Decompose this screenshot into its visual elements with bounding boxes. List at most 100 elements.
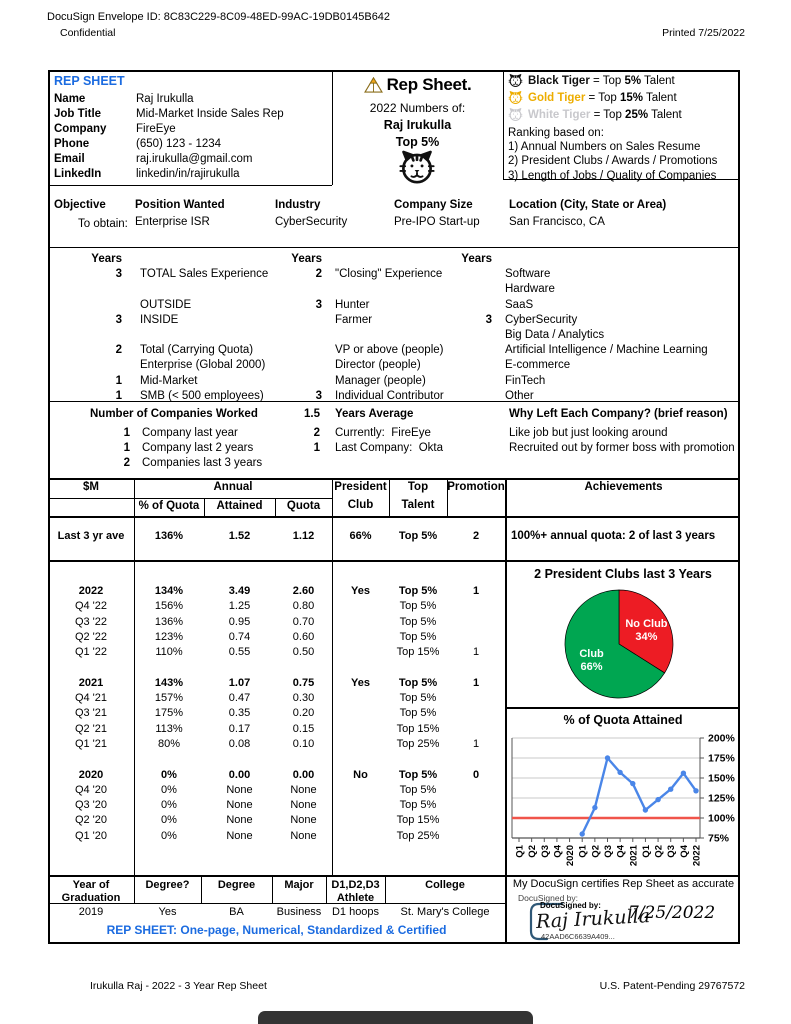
table-cell: 175% — [154, 707, 184, 720]
table-cell: 2021 — [78, 676, 104, 689]
years-value — [78, 298, 122, 313]
table-cell — [332, 737, 389, 752]
viewer-toolbar[interactable] — [258, 1011, 533, 1024]
education-value: D1 hoops — [331, 906, 380, 918]
table-cell — [332, 630, 389, 645]
table-cell: 0.95 — [228, 615, 251, 628]
rank-label: Top 5% — [395, 135, 440, 149]
years-value — [286, 343, 322, 358]
table-cell: 0.10 — [292, 737, 315, 750]
education-value: Yes — [158, 906, 177, 918]
years-value — [458, 343, 492, 358]
table-cell: Q1 '21 — [74, 737, 108, 750]
col-header-club: Club — [347, 499, 374, 511]
table-cell: Top 5% — [398, 585, 438, 597]
years-value — [458, 328, 492, 343]
svg-text:Q4: Q4 — [552, 844, 563, 857]
table-cell: 0.47 — [228, 692, 251, 705]
table-cell: 2.60 — [292, 585, 315, 597]
field-label: Job Title — [54, 107, 102, 120]
companies-count: 2 — [123, 457, 130, 470]
tiers-block: Black Tiger = Top 5% Talent Gold Tiger = … — [508, 72, 740, 183]
svg-text:Q3: Q3 — [540, 845, 551, 858]
divider — [201, 875, 202, 903]
table-cell — [332, 706, 389, 721]
education-value: 2019 — [78, 906, 104, 918]
table-cell: 0.60 — [292, 630, 315, 643]
divider — [272, 875, 273, 903]
years-item: INSIDE — [140, 313, 179, 326]
table-cell — [332, 829, 389, 844]
divider — [275, 498, 276, 516]
years-item: OUTSIDE — [140, 298, 192, 311]
years-value: 1 — [115, 374, 122, 387]
years-item — [335, 328, 444, 343]
objective-col: Position Wanted Enterprise ISR — [135, 199, 225, 228]
years-value — [78, 358, 122, 373]
divider — [48, 875, 740, 877]
quota-attained-line-chart: % of Quota Attained 75% 100% 125% 150% 175% 20… — [511, 713, 736, 866]
divider — [326, 875, 327, 903]
tier-row: Black Tiger = Top 5% Talent — [508, 72, 740, 89]
sheet-border — [48, 70, 740, 944]
education-col-header: D1,D2,D3 Athlete — [331, 879, 380, 904]
rep-card-field: LinkedIn linkedin/in/rajirukulla — [54, 167, 330, 182]
objective-col-value: Enterprise ISR — [135, 216, 210, 228]
docusigned-by-small: DocuSigned by: — [518, 893, 579, 903]
education-value: St. Mary's College — [400, 906, 490, 918]
table-cell: Top 5% — [399, 799, 437, 812]
years-value — [286, 282, 322, 297]
table-cell: 134% — [154, 585, 184, 597]
table-cell — [332, 722, 389, 737]
years-item: Other — [505, 389, 534, 402]
svg-text:2 President Clubs last 3 Years: 2 President Clubs last 3 Years — [534, 567, 712, 581]
table-row: Q2 '22 123% 0.74 0.60 Top 5% — [48, 630, 505, 645]
divider — [48, 516, 740, 518]
rep-card-field: Job Title Mid-Market Inside Sales Rep — [54, 107, 330, 122]
table-cell: 0.08 — [228, 737, 251, 750]
col-header-quota: Quota — [286, 500, 321, 512]
avg-cell: 2 — [472, 530, 480, 542]
table-cell — [447, 615, 505, 630]
field-label: Name — [54, 93, 86, 105]
table-cell: 157% — [154, 692, 184, 705]
table-cell: 1.07 — [228, 676, 251, 689]
years-item: Software — [505, 268, 551, 281]
table-cell: 1 — [472, 585, 480, 597]
ranking-title: Ranking based on: — [508, 127, 604, 139]
divider — [332, 478, 333, 875]
table-cell: 0.20 — [292, 707, 315, 720]
table-cell: 0 — [472, 768, 480, 781]
years-value — [286, 313, 322, 328]
years-value — [78, 328, 122, 343]
table-row: 2022 134% 3.49 2.60 Yes Top 5% 1 — [48, 584, 505, 599]
gold-tiger-icon — [508, 90, 528, 105]
table-row: 2021 143% 1.07 0.75 Yes Top 5% 1 — [48, 676, 505, 691]
years-item: SMB (< 500 employees) — [140, 389, 264, 402]
years-item: "Closing" Experience — [335, 268, 443, 281]
main-table-body: 2022 134% 3.49 2.60 Yes Top 5% 1 Q4 '22 156% 1.25… — [48, 584, 505, 844]
years-item: Individual Contributor — [335, 389, 444, 402]
rep-card-title: REP SHEET — [54, 74, 125, 88]
years-item: CyberSecurity — [505, 313, 578, 326]
table-row: 2020 0% 0.00 0.00 No Top 5% 0 — [48, 768, 505, 783]
table-cell: 0.75 — [292, 676, 315, 689]
col-header-president: President — [334, 481, 387, 493]
table-cell: 1 — [472, 646, 480, 659]
white-tiger-icon — [508, 107, 528, 122]
svg-text:2022: 2022 — [692, 845, 703, 866]
table-cell — [447, 783, 505, 798]
col-header-pct-quota: % of Quota — [138, 500, 200, 512]
svg-text:Q1: Q1 — [578, 844, 589, 857]
years-item: Hunter — [335, 298, 370, 311]
table-cell: Top 5% — [399, 707, 437, 720]
table-cell: Q4 '22 — [74, 600, 108, 613]
tenure-item: Last Company: Okta — [335, 442, 444, 455]
table-row: Q1 '21 80% 0.08 0.10 Top 25% 1 — [48, 737, 505, 752]
table-cell — [332, 615, 389, 630]
years-labels: TOTAL Sales Experience OUTSIDE INSIDE Tot… — [140, 252, 268, 404]
confidential-label: Confidential — [60, 27, 116, 39]
years-numbers: Years 2 3 3 — [286, 252, 322, 404]
tenure-labels: Currently: FireEye Last Company: Okta — [335, 426, 443, 456]
